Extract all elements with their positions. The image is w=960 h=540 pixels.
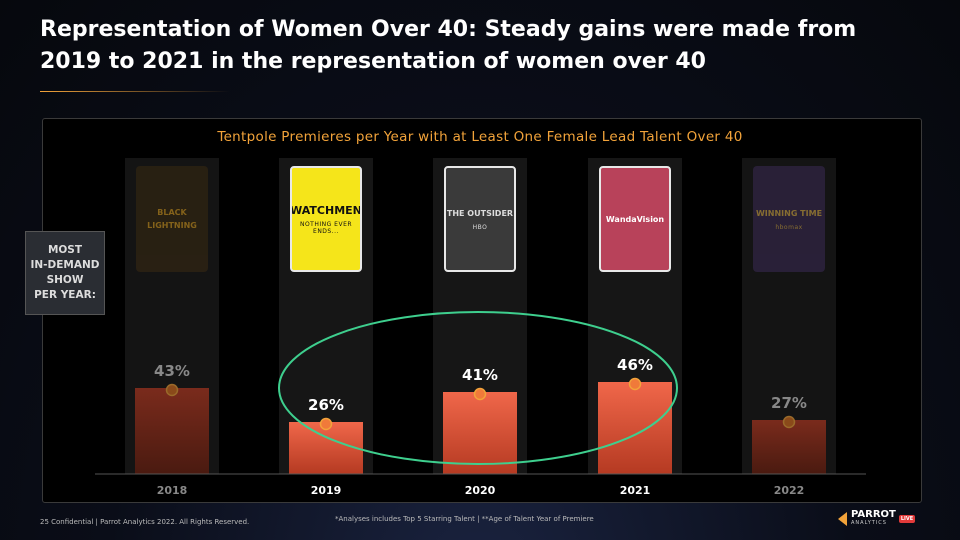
value-marker [165,383,179,397]
poster-2018: BLACK LIGHTNING [136,166,208,272]
poster-title: THE OUTSIDER [446,209,514,218]
value-marker [473,387,487,401]
logo-sub: ANALYTICS [851,520,887,526]
poster-title: BLACK LIGHTNING [147,208,197,230]
data-label: 41% [462,366,498,384]
most-in-demand-label: MOST IN-DEMAND SHOW PER YEAR: [25,231,105,315]
bar [443,392,517,474]
data-label: 27% [771,394,807,412]
bar [752,420,826,474]
poster-2020: THE OUTSIDER HBO [444,166,516,272]
tick-label: 2021 [620,484,651,497]
tick-label: 2020 [465,484,496,497]
poster-title: WandaVision [605,214,665,224]
poster-title: WINNING TIME [755,209,823,218]
tick-label: 2019 [311,484,342,497]
tick-label: 2022 [774,484,805,497]
bar [598,382,672,474]
footer-confidential: 25 Confidential | Parrot Analytics 2022.… [40,518,250,526]
value-marker [319,417,333,431]
poster-2021: WandaVision [599,166,671,272]
title-underline [40,91,230,92]
data-label: 43% [154,362,190,380]
highlight-ellipse [278,311,678,465]
poster-subtitle: NOTHING EVER ENDS... [299,220,353,235]
bar [135,388,209,474]
logo-wordmark: PARROT ANALYTICS [851,510,896,528]
tick-label: 2018 [157,484,188,497]
value-marker [782,415,796,429]
poster-2019: WATCHMEN NOTHING EVER ENDS... [290,166,362,272]
slide-title: Representation of Women Over 40: Steady … [40,17,857,74]
data-label: 46% [617,356,653,374]
data-label: 26% [308,396,344,414]
parrot-logo: PARROT ANALYTICS LIVE [838,508,928,530]
chart-title: Tentpole Premieres per Year with at Leas… [217,129,743,145]
parrot-mark-icon [838,512,847,526]
poster-title: WATCHMEN [290,203,362,217]
poster-2022: WINNING TIME hbomax [753,166,825,272]
footer-note: *Analyses includes Top 5 Starring Talent… [335,515,594,523]
live-badge: LIVE [898,515,916,523]
value-marker [628,377,642,391]
side-label-text: MOST IN-DEMAND SHOW PER YEAR: [30,244,100,301]
logo-name: PARROT [851,509,896,520]
bar [289,422,363,474]
poster-subtitle: HBO [472,224,488,231]
poster-subtitle: hbomax [775,224,803,231]
